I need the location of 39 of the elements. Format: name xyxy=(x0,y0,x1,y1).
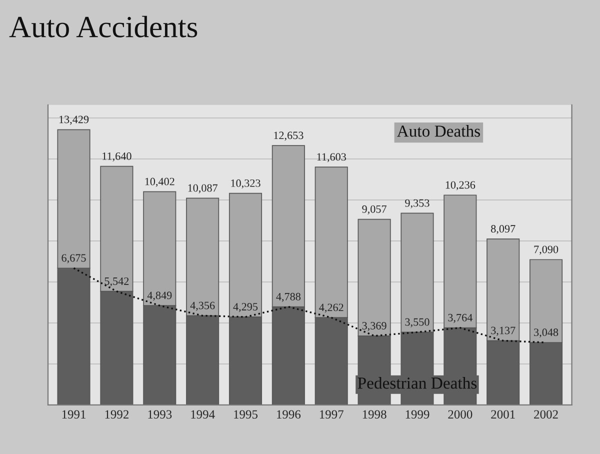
data-label: 6,675 xyxy=(62,254,86,264)
data-label: 3,550 xyxy=(405,318,430,328)
x-tick-label: 1992 xyxy=(105,410,129,419)
data-label: 4,295 xyxy=(233,303,258,312)
data-label: 4,788 xyxy=(276,292,301,302)
x-tick-label: 1998 xyxy=(362,410,386,419)
x-tick-label: 2001 xyxy=(491,410,515,419)
data-label: 4,356 xyxy=(190,302,215,311)
x-tick-label: 1996 xyxy=(277,410,301,419)
x-tick-label: 1997 xyxy=(320,410,344,419)
x-tick-label: 1993 xyxy=(148,410,172,419)
total-label: 9,353 xyxy=(405,199,430,208)
data-label: 3,369 xyxy=(362,322,386,332)
total-label: 9,057 xyxy=(362,205,386,214)
total-label: 10,402 xyxy=(145,178,174,187)
total-label: 10,236 xyxy=(446,181,476,190)
x-tick-label: 2000 xyxy=(448,410,472,419)
total-label: 11,603 xyxy=(317,153,346,162)
total-label: 7,090 xyxy=(534,246,558,255)
total-label: 13,429 xyxy=(59,116,89,125)
x-tick-label: 1994 xyxy=(191,410,215,419)
total-label: 8,097 xyxy=(491,225,516,234)
x-tick-label: 1999 xyxy=(406,410,430,419)
data-label: 3,048 xyxy=(534,328,558,338)
x-tick-label: 1991 xyxy=(62,410,86,419)
x-tick-label: 2002 xyxy=(534,410,558,419)
series-label: Pedestrian Deaths xyxy=(358,377,477,389)
data-label: 4,262 xyxy=(319,304,344,313)
data-label: 4,849 xyxy=(147,292,172,301)
x-tick-label: 1995 xyxy=(234,410,258,419)
text: Auto Accidents xyxy=(9,16,198,38)
data-label: 3,137 xyxy=(491,326,516,336)
data-label: 5,542 xyxy=(104,277,129,287)
total-label: 11,640 xyxy=(102,152,132,162)
total-label: 10,323 xyxy=(231,179,260,189)
total-label: 10,087 xyxy=(188,184,218,194)
text: Auto Deaths xyxy=(396,125,480,137)
total-label: 12,653 xyxy=(274,132,304,141)
data-label: 3,764 xyxy=(448,314,472,323)
